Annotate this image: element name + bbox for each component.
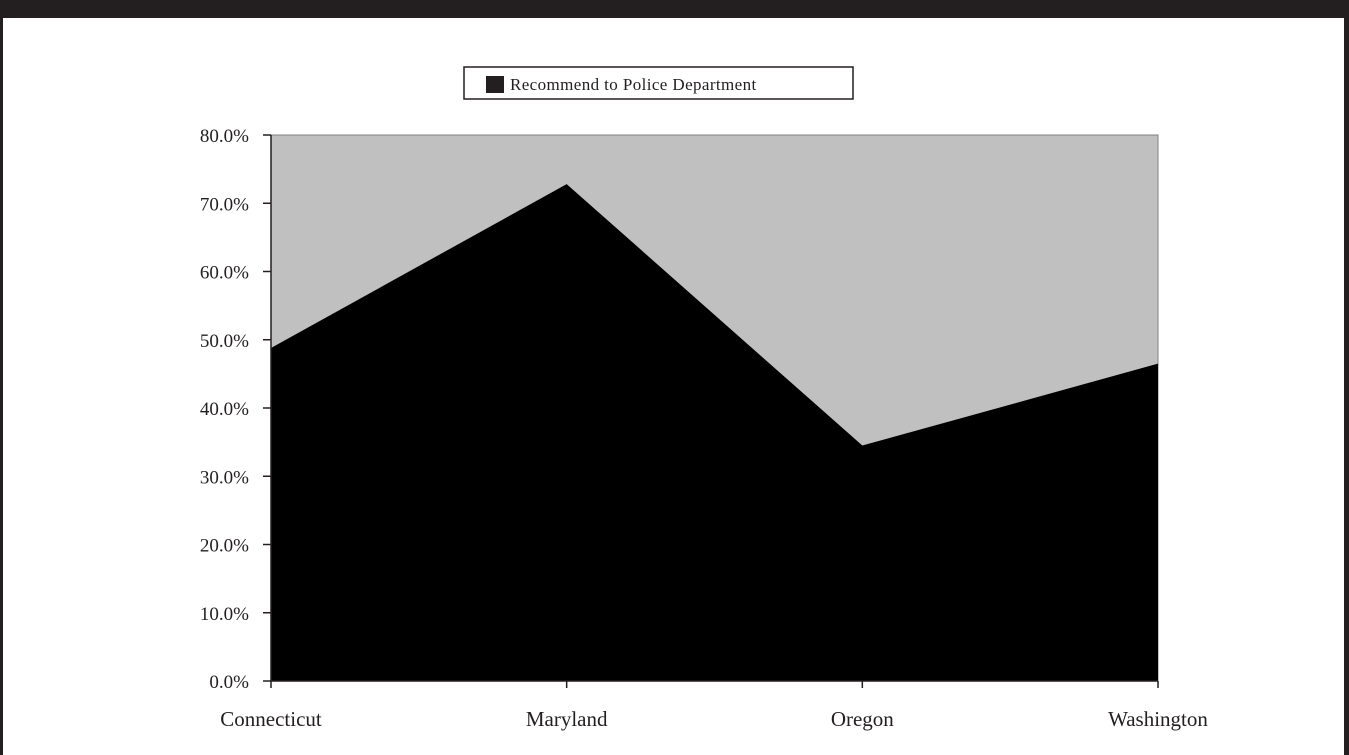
y-tick-label: 10.0% xyxy=(200,604,249,625)
y-tick-label: 30.0% xyxy=(200,467,249,488)
x-category-label: Oregon xyxy=(831,707,894,731)
y-axis: 0.0% 10.0% 20.0% 30.0% 40.0% 50.0% 60.0% 70.0% 8… xyxy=(200,126,272,693)
x-category-label: Connecticut xyxy=(220,707,322,731)
y-tick-label: 40.0% xyxy=(200,399,249,420)
y-tick-label: 20.0% xyxy=(200,536,249,557)
x-category-label: Maryland xyxy=(526,707,608,731)
y-tick-label: 0.0% xyxy=(209,672,249,693)
legend-label: Recommend to Police Department xyxy=(510,75,757,94)
legend: Recommend to Police Department xyxy=(463,66,854,100)
y-tick-label: 60.0% xyxy=(200,263,249,284)
x-axis: Connecticut Maryland Oregon Washington xyxy=(220,680,1208,731)
y-tick-label: 80.0% xyxy=(200,126,249,147)
legend-box xyxy=(463,66,854,100)
y-tick-label: 70.0% xyxy=(200,194,249,215)
x-category-label: Washington xyxy=(1108,707,1208,731)
y-tick-label: 50.0% xyxy=(200,331,249,352)
area-series-recommend-to-police-department xyxy=(271,184,1158,681)
legend-swatch xyxy=(486,76,504,93)
